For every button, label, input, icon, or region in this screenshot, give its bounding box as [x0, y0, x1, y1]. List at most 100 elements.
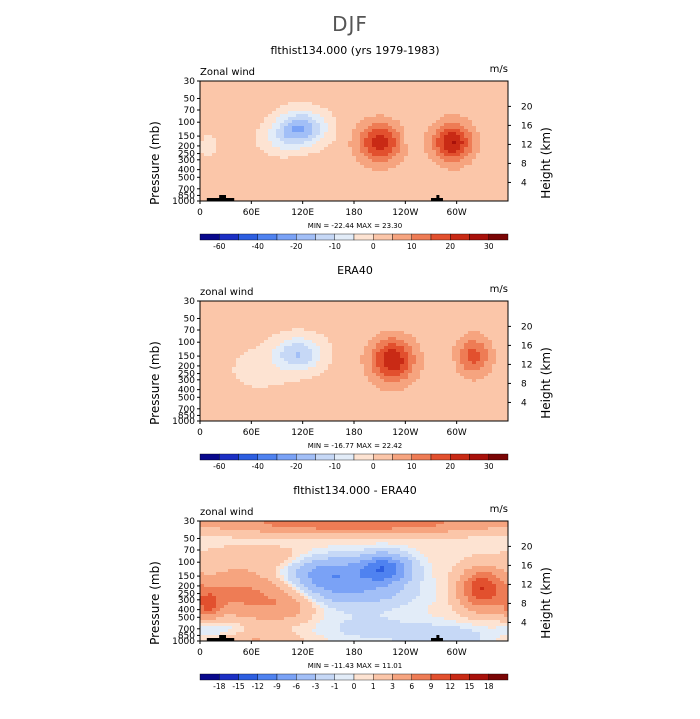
- field-cell: [236, 174, 240, 177]
- field-cell: [412, 147, 416, 150]
- field-cell: [312, 117, 316, 120]
- field-cell: [252, 156, 256, 159]
- field-cell: [416, 123, 420, 126]
- field-cell: [324, 102, 328, 105]
- field-cell: [340, 189, 344, 192]
- field-cell: [368, 349, 372, 352]
- field-cell: [272, 358, 276, 361]
- field-cell: [304, 117, 308, 120]
- field-cell: [224, 96, 228, 99]
- field-cell: [440, 186, 444, 189]
- field-cell: [432, 364, 436, 367]
- field-cell: [240, 141, 244, 144]
- field-cell: [452, 195, 456, 198]
- field-cell: [220, 349, 224, 352]
- field-cell: [220, 186, 224, 189]
- field-cell: [312, 96, 316, 99]
- field-cell: [372, 123, 376, 126]
- field-cell: [436, 105, 440, 108]
- field-cell: [248, 195, 252, 198]
- field-cell: [232, 337, 236, 340]
- field-cell: [416, 165, 420, 168]
- field-cell: [368, 105, 372, 108]
- field-cell: [308, 126, 312, 129]
- field-cell: [392, 117, 396, 120]
- field-cell: [244, 174, 248, 177]
- field-cell: [336, 328, 340, 331]
- field-cell: [296, 126, 300, 129]
- field-cell: [432, 174, 436, 177]
- field-cell: [272, 180, 276, 183]
- field-cell: [400, 87, 404, 90]
- field-cell: [208, 111, 212, 114]
- field-cell: [336, 331, 340, 334]
- field-cell: [268, 310, 272, 313]
- field-cell: [468, 322, 472, 325]
- field-cell: [232, 132, 236, 135]
- field-cell: [404, 343, 408, 346]
- field-cell: [416, 174, 420, 177]
- field-cell: [252, 108, 256, 111]
- field-cell: [316, 361, 320, 364]
- field-cell: [264, 301, 268, 304]
- field-cell: [412, 310, 416, 313]
- field-cell: [392, 189, 396, 192]
- field-cell: [216, 126, 220, 129]
- field-cell: [328, 147, 332, 150]
- field-cell: [204, 322, 208, 325]
- field-cell: [456, 189, 460, 192]
- field-cell: [300, 93, 304, 96]
- field-cell: [388, 310, 392, 313]
- field-cell: [364, 81, 368, 84]
- field-cell: [500, 108, 504, 111]
- field-cell: [484, 153, 488, 156]
- field-cell: [460, 352, 464, 355]
- field-cell: [480, 301, 484, 304]
- field-cell: [496, 177, 500, 180]
- field-cell: [464, 319, 468, 322]
- field-cell: [352, 96, 356, 99]
- field-cell: [292, 159, 296, 162]
- field-cell: [376, 108, 380, 111]
- field-cell: [200, 183, 204, 186]
- field-cell: [476, 114, 480, 117]
- field-cell: [252, 99, 256, 102]
- field-cell: [288, 93, 292, 96]
- field-cell: [320, 117, 324, 120]
- field-cell: [376, 117, 380, 120]
- field-cell: [292, 367, 296, 370]
- field-cell: [412, 150, 416, 153]
- field-cell: [412, 364, 416, 367]
- field-cell: [500, 355, 504, 358]
- field-cell: [364, 322, 368, 325]
- field-cell: [464, 141, 468, 144]
- field-cell: [208, 87, 212, 90]
- field-cell: [404, 355, 408, 358]
- field-cell: [488, 364, 492, 367]
- field-cell: [268, 319, 272, 322]
- field-cell: [384, 301, 388, 304]
- field-cell: [380, 177, 384, 180]
- field-cell: [464, 102, 468, 105]
- field-cell: [472, 108, 476, 111]
- field-cell: [300, 370, 304, 373]
- field-cell: [260, 352, 264, 355]
- field-cell: [356, 310, 360, 313]
- field-cell: [284, 114, 288, 117]
- field-cell: [420, 84, 424, 87]
- field-cell: [384, 156, 388, 159]
- field-cell: [364, 147, 368, 150]
- field-cell: [228, 99, 232, 102]
- field-cell: [392, 81, 396, 84]
- field-cell: [300, 328, 304, 331]
- field-cell: [276, 120, 280, 123]
- field-cell: [340, 367, 344, 370]
- field-cell: [400, 310, 404, 313]
- field-cell: [200, 313, 204, 316]
- field-cell: [420, 346, 424, 349]
- field-cell: [212, 171, 216, 174]
- field-cell: [320, 147, 324, 150]
- field-cell: [340, 96, 344, 99]
- chart-left-label: Zonal wind: [200, 67, 255, 78]
- field-cell: [264, 156, 268, 159]
